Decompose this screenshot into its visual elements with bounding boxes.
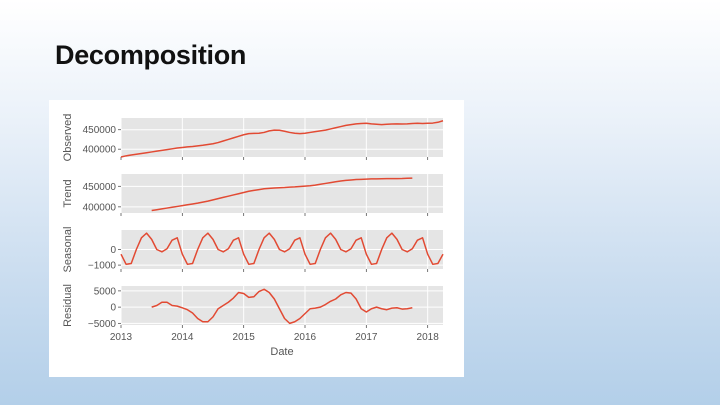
decomposition-chart: 400000 450000 Observed 400000 450000 Trend −10… [62,114,444,358]
y-tick-label-residual-1: 0 [110,303,116,314]
y-tick-label-seasonal-0: −1000 [88,261,117,272]
y-axis-label-residual: Residual [62,284,74,327]
series-line-seasonal [120,232,444,266]
decomposition-figure: 400000 450000 Observed 400000 450000 Trend −10… [49,100,464,377]
x-axis-label: Date [270,346,293,358]
y-tick-label-seasonal-1: 0 [110,245,116,256]
x-tick-label-2017: 2017 [355,332,378,343]
x-tick-label-2016: 2016 [294,332,317,343]
series-line-residual [151,288,413,325]
y-tick-label-observed-0: 400000 [83,145,117,156]
y-tick-label-trend-1: 450000 [83,182,117,193]
y-tick-label-residual-2: 5000 [94,286,117,297]
y-axis-label-trend: Trend [62,179,74,207]
y-tick-label-observed-1: 450000 [83,125,117,136]
y-tick-label-residual-0: −5000 [88,319,117,330]
series-line-observed [120,120,444,158]
y-axis-label-seasonal: Seasonal [62,227,74,273]
x-tick-label-2013: 2013 [110,332,133,343]
slide-title: Decomposition [55,40,247,70]
x-tick-label-2015: 2015 [233,332,256,343]
y-axis-label-observed: Observed [62,114,74,162]
x-tick-label-2018: 2018 [417,332,440,343]
y-tick-label-trend-0: 400000 [83,202,117,213]
panel-background-residual [121,286,443,325]
x-tick-label-2014: 2014 [171,332,194,343]
series-line-trend [151,177,413,212]
